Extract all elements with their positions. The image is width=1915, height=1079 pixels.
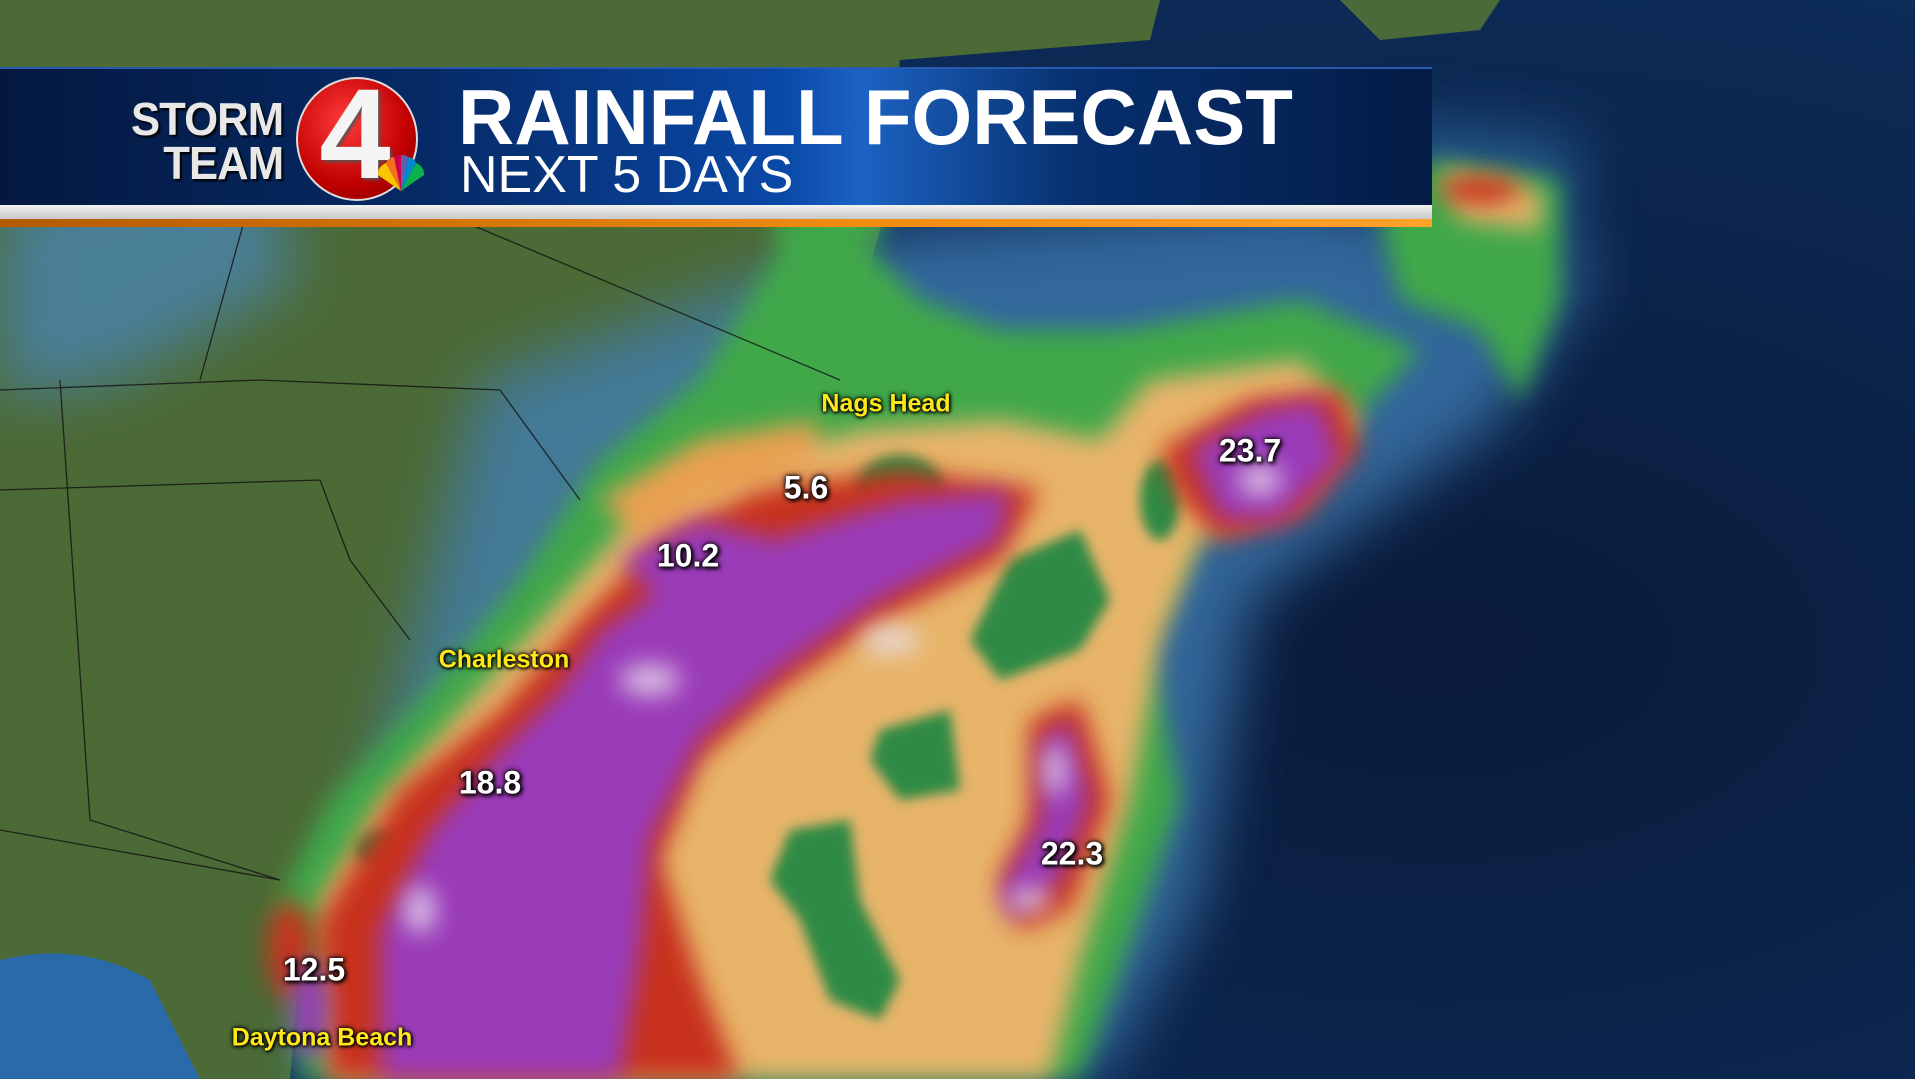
rainfall-value: 18.8 — [458, 764, 522, 801]
land-canada — [1340, 0, 1500, 40]
logo-number: 4 — [319, 63, 391, 206]
rainfall-value: 22.3 — [1040, 835, 1104, 872]
city-label-charleston: Charleston — [438, 645, 570, 674]
rain-light-pockets — [355, 455, 1180, 1020]
logo-team-text: TEAM — [163, 137, 284, 189]
logo-storm-text: STORM — [130, 93, 284, 145]
rainfall-value: 12.5 — [282, 951, 346, 988]
rain-maximum — [404, 464, 1282, 934]
city-label-daytona-beach: Daytona Beach — [231, 1023, 413, 1052]
banner-background: STORM TEAM 4 RAINFALL FORECAST NEXT 5 DA… — [0, 67, 1432, 207]
nbc-peacock-icon — [377, 154, 425, 191]
rainfall-value: 23.7 — [1218, 432, 1282, 469]
gulf-water — [0, 953, 200, 1079]
rain-extreme — [292, 400, 1340, 1079]
page-subtitle: NEXT 5 DAYS — [460, 146, 794, 204]
rainfall-value: 10.2 — [656, 537, 720, 574]
city-label-nags-head: Nags Head — [821, 389, 951, 418]
banner-divider — [0, 205, 1432, 219]
banner-accent-bar — [0, 219, 1432, 227]
rainfall-value: 5.6 — [783, 469, 829, 506]
title-banner: STORM TEAM 4 RAINFALL FORECAST NEXT 5 DA… — [0, 67, 1432, 227]
page-title: RAINFALL FORECAST — [458, 73, 1293, 161]
